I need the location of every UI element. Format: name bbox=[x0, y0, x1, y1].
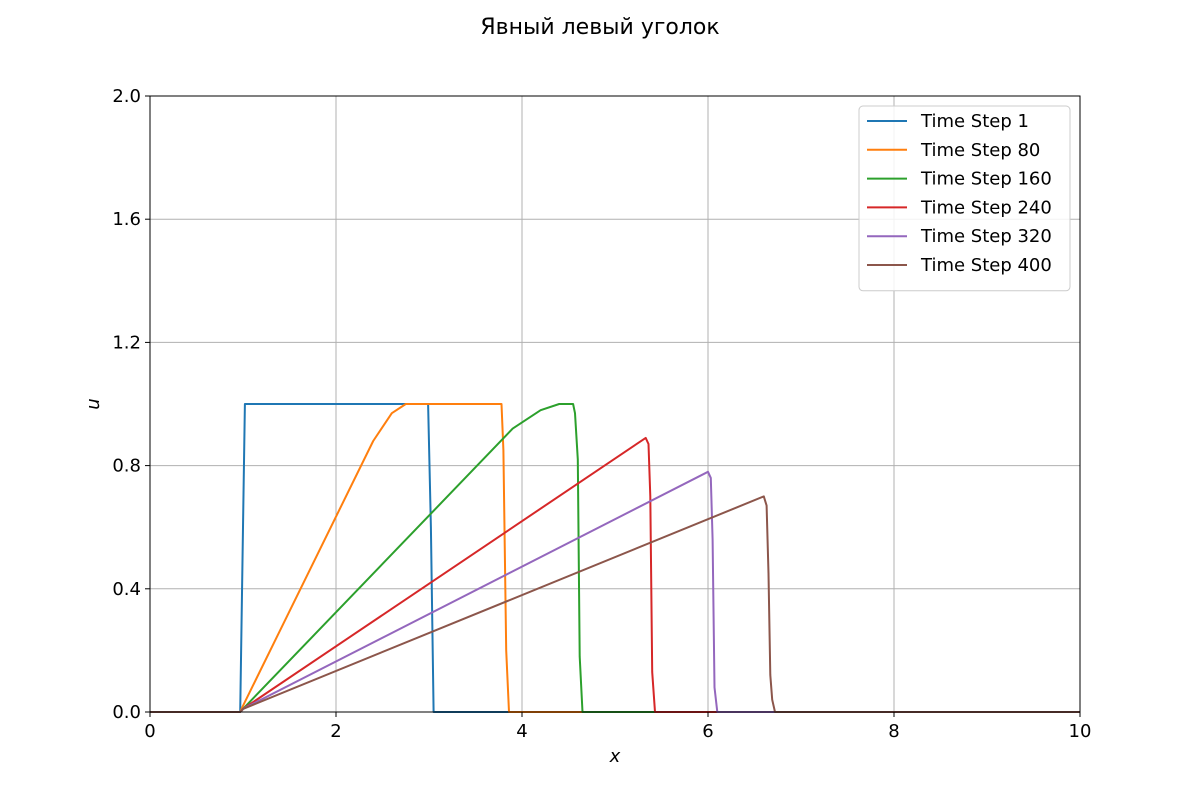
series-line-1 bbox=[150, 403, 1080, 713]
legend-label: Time Step 400 bbox=[920, 255, 1052, 276]
x-tick-label: 2 bbox=[330, 721, 341, 742]
x-tick-label: 0 bbox=[144, 721, 155, 742]
y-axis-label: u bbox=[83, 398, 104, 409]
plot-frame bbox=[149, 95, 1081, 713]
series-line-5 bbox=[150, 470, 1080, 713]
y-tick-label: 1.6 bbox=[112, 209, 141, 230]
legend-box bbox=[858, 105, 1071, 292]
x-axis-label: x bbox=[609, 746, 621, 767]
legend-label: Time Step 1 bbox=[920, 111, 1029, 132]
x-tick-label: 10 bbox=[1069, 721, 1092, 742]
series-group bbox=[150, 403, 1080, 713]
x-tick-label: 6 bbox=[702, 721, 713, 742]
y-tick-label: 0.0 bbox=[112, 702, 141, 723]
legend-label: Time Step 160 bbox=[920, 169, 1052, 190]
chart-title: Явный левый уголок bbox=[480, 15, 719, 40]
y-axis: 0.0 0.4 0.8 1.2 1.6 2.0 bbox=[112, 86, 150, 723]
y-tick-label: 1.2 bbox=[112, 332, 141, 353]
series-line-2 bbox=[150, 403, 1080, 713]
x-axis: 0 2 4 6 8 10 bbox=[144, 712, 1091, 742]
legend-label: Time Step 320 bbox=[920, 226, 1052, 247]
y-tick-label: 0.4 bbox=[112, 579, 141, 600]
y-tick-label: 2.0 bbox=[112, 86, 141, 107]
y-tick-label: 0.8 bbox=[112, 456, 141, 477]
legend-label: Time Step 240 bbox=[920, 197, 1052, 218]
legend-label: Time Step 80 bbox=[920, 140, 1040, 161]
x-tick-label: 8 bbox=[888, 721, 899, 742]
series-line-6 bbox=[150, 495, 1080, 713]
legend: Time Step 1 Time Step 80 Time Step 160 Time… bbox=[858, 105, 1071, 292]
series-line-4 bbox=[150, 436, 1080, 713]
x-tick-label: 4 bbox=[516, 721, 527, 742]
